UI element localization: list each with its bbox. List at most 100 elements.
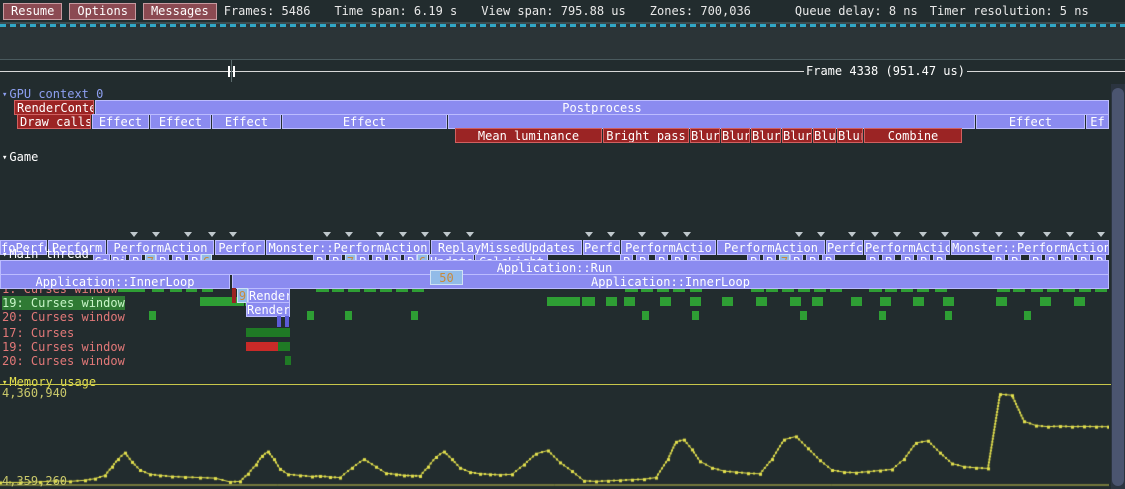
lock-bar[interactable] xyxy=(1074,297,1085,306)
lock-bar[interactable] xyxy=(790,297,801,306)
zone[interactable]: Blur xyxy=(690,128,720,143)
lock-bar[interactable] xyxy=(246,328,290,337)
lock-bar[interactable] xyxy=(278,342,290,351)
lock-bar[interactable] xyxy=(246,342,278,351)
lock-bar[interactable] xyxy=(996,297,1007,306)
zone[interactable]: ReplayMissedUpdates xyxy=(431,240,582,255)
zone[interactable]: Perfor xyxy=(215,240,265,255)
gpu-zone-row-1[interactable]: Draw calls Effect Effect Effect Effect Effect… xyxy=(0,114,1125,130)
lock-bar[interactable] xyxy=(722,297,733,306)
zone[interactable]: Application::InnerLoop xyxy=(232,274,1109,289)
zone[interactable]: Postprocess xyxy=(95,100,1109,115)
lock-label[interactable]: 19: Curses window xyxy=(2,340,125,354)
lock-bar[interactable] xyxy=(624,297,635,306)
frame-label: Frame 4338 (951.47 us) xyxy=(804,64,967,78)
zone[interactable]: Monster::PerformAction xyxy=(951,240,1109,255)
zone[interactable]: RenderContext xyxy=(14,100,94,115)
zone[interactable]: Blur xyxy=(782,128,812,143)
zone[interactable]: Application::Run xyxy=(0,260,1109,275)
lock-bar[interactable] xyxy=(812,297,823,306)
lock-bar[interactable] xyxy=(582,297,595,306)
lock-bar[interactable] xyxy=(1040,297,1051,306)
frame-ruler[interactable]: Frame 4338 (951.47 us) xyxy=(0,60,1125,82)
gpu-zone-row-2[interactable]: Mean luminance Bright pass Blur Blur Blur Blu… xyxy=(0,128,1125,144)
zone[interactable]: Draw calls xyxy=(17,114,91,129)
chevron-down-icon[interactable]: ▾ xyxy=(2,153,8,163)
lock-bar[interactable] xyxy=(200,297,244,306)
lock-bar[interactable] xyxy=(800,311,807,320)
lock-bar[interactable] xyxy=(149,311,156,320)
zone[interactable]: Combine xyxy=(864,128,962,143)
lock-bar[interactable] xyxy=(880,297,891,306)
chevron-down-icon[interactable]: ▾ xyxy=(2,90,8,100)
zone[interactable]: Ef xyxy=(1086,114,1109,129)
zone-marker-icon xyxy=(638,232,646,237)
lock-bar[interactable] xyxy=(692,311,699,320)
zone[interactable]: Effect xyxy=(92,114,149,129)
options-button[interactable]: Options xyxy=(69,2,136,20)
zone[interactable]: Monster::PerformAction xyxy=(266,240,430,255)
lock-label[interactable]: 20: Curses window xyxy=(2,310,125,324)
main-lock-rows[interactable]: 17: Curses 19: Curses window 20: Curses wi… xyxy=(0,316,1125,376)
zone[interactable]: Blur xyxy=(721,128,750,143)
zone[interactable]: PerformActio xyxy=(621,240,716,255)
lock-bar[interactable] xyxy=(943,297,954,306)
lock-label[interactable]: 20: Curses window xyxy=(2,354,125,368)
lock-bar[interactable] xyxy=(411,311,418,320)
zone-badge[interactable]: 50 xyxy=(430,270,463,285)
chevron-down-icon[interactable]: ▾ xyxy=(2,250,8,260)
lock-bar[interactable] xyxy=(851,297,862,306)
zone[interactable]: PerformAction xyxy=(717,240,825,255)
zone[interactable]: Perfc xyxy=(583,240,620,255)
zone[interactable]: Render xyxy=(246,302,290,317)
lock-bar[interactable] xyxy=(879,311,886,320)
lock-bar[interactable] xyxy=(660,297,671,306)
messages-button[interactable]: Messages xyxy=(142,2,217,20)
lock-bar[interactable] xyxy=(913,297,924,306)
zone[interactable]: 9 xyxy=(237,288,248,303)
zone[interactable]: foPerforr xyxy=(0,240,47,255)
zone[interactable]: Effect xyxy=(212,114,281,129)
lock-bar[interactable] xyxy=(307,311,314,320)
zone[interactable]: Perform xyxy=(48,240,106,255)
lock-bar[interactable] xyxy=(690,297,701,306)
lock-bar[interactable] xyxy=(756,297,767,306)
zone[interactable]: PerformAction xyxy=(107,240,214,255)
frame-overview-strip[interactable] xyxy=(0,24,1125,60)
timeline[interactable]: ▾GPU context 0 RenderContextPostprocess … xyxy=(0,82,1125,489)
zone[interactable]: Perfc xyxy=(826,240,863,255)
zone[interactable]: Render xyxy=(248,288,290,303)
lock-bar[interactable] xyxy=(285,356,291,365)
lock-bar[interactable] xyxy=(642,311,649,320)
vertical-scrollbar-thumb[interactable] xyxy=(1112,88,1124,486)
zone[interactable]: Application::InnerLoop xyxy=(0,274,230,289)
main-zone-row-3[interactable]: Render xyxy=(0,302,1125,318)
lock-bar[interactable] xyxy=(547,297,580,306)
zone[interactable]: PerformActic xyxy=(864,240,950,255)
zone[interactable] xyxy=(448,114,975,129)
zone[interactable]: Effect xyxy=(976,114,1085,129)
group-header-game[interactable]: ▾ Game xyxy=(2,150,38,164)
lock-bar[interactable] xyxy=(1024,311,1031,320)
zone-marker-icon xyxy=(871,232,879,237)
lock-bar[interactable] xyxy=(606,297,617,306)
zone[interactable]: Effect xyxy=(282,114,447,129)
lock-label[interactable]: 19: Curses window xyxy=(2,296,125,310)
zone[interactable]: Mean luminance xyxy=(455,128,602,143)
lock-label[interactable]: 17: Curses xyxy=(2,326,75,340)
zone[interactable]: Blur xyxy=(837,128,863,143)
lock-bar[interactable] xyxy=(277,316,281,327)
main-zone-row-2[interactable]: 9 Render xyxy=(0,288,1125,304)
zone-sliver[interactable] xyxy=(232,288,236,303)
resume-button[interactable]: Resume xyxy=(3,2,63,20)
lock-bar[interactable] xyxy=(285,316,289,327)
zone[interactable]: Bright pass xyxy=(603,128,689,143)
group-header-gpu[interactable]: ▾ GPU context 0 xyxy=(2,87,103,101)
zone[interactable]: Effect xyxy=(150,114,211,129)
lock-bar[interactable] xyxy=(345,311,352,320)
zone[interactable]: Blur xyxy=(751,128,781,143)
zone[interactable]: Blu xyxy=(813,128,836,143)
group-header-main-thread[interactable]: ▾ Main thread xyxy=(2,247,89,261)
lock-bar[interactable] xyxy=(945,311,952,320)
game-zone-row-0[interactable]: foPerforrPerformPerformActionPerforMonst… xyxy=(0,240,1125,256)
